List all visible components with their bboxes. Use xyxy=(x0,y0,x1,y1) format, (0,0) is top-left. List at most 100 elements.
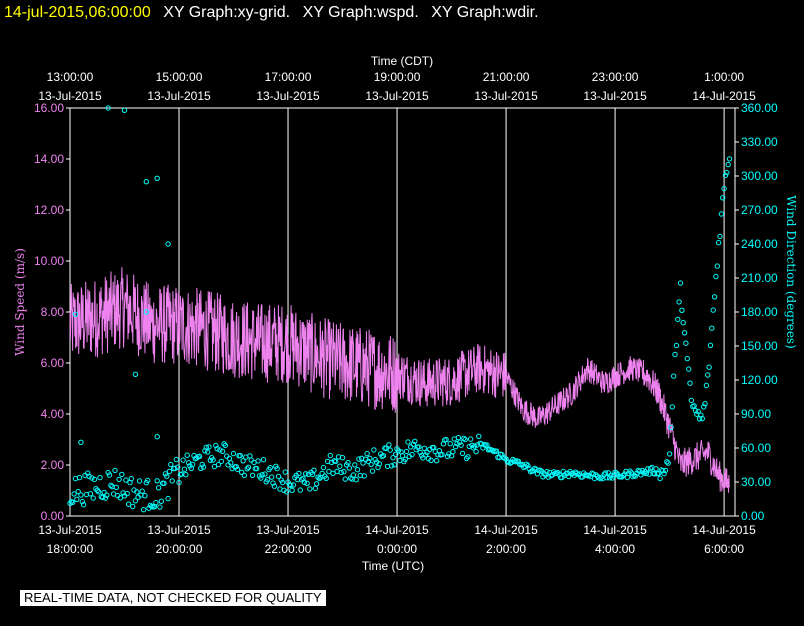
wind-direction-point xyxy=(661,470,667,477)
right-tick-label: 210.00 xyxy=(741,271,778,285)
wind-direction-point xyxy=(214,446,220,452)
wind-direction-point xyxy=(656,470,662,477)
wind-direction-layer xyxy=(67,105,733,513)
wind-direction-point xyxy=(128,476,135,482)
wind-direction-point xyxy=(681,330,688,336)
wind-direction-point xyxy=(258,475,264,481)
wind-direction-point xyxy=(613,470,620,476)
wind-direction-point xyxy=(90,495,96,501)
wind-direction-point xyxy=(172,465,178,472)
wind-direction-point xyxy=(544,468,550,475)
wind-direction-point xyxy=(154,478,160,484)
right-tick-label: 150.00 xyxy=(741,339,778,353)
wind-direction-point xyxy=(271,483,278,489)
wind-direction-point xyxy=(338,469,344,476)
wind-direction-point xyxy=(417,449,423,456)
wind-direction-point xyxy=(467,436,474,442)
wind-direction-point xyxy=(311,467,317,473)
wind-direction-point xyxy=(275,473,282,480)
graph-title-wdir: XY Graph:wdir. xyxy=(431,4,539,21)
wind-direction-point xyxy=(71,491,77,497)
wind-direction-point xyxy=(423,452,429,458)
wind-direction-point xyxy=(323,475,329,481)
wind-direction-point xyxy=(104,492,110,498)
wind-direction-point xyxy=(299,477,305,483)
wind-direction-point xyxy=(319,470,325,477)
wind-direction-point xyxy=(76,474,83,481)
graph-title-grid: XY Graph:xy-grid. xyxy=(163,4,291,21)
wind-direction-point xyxy=(356,456,362,462)
wind-direction-point xyxy=(290,482,297,488)
wind-direction-point xyxy=(721,185,727,192)
left-tick-label: 12.00 xyxy=(34,203,64,217)
wind-direction-point xyxy=(672,351,678,358)
wind-direction-point xyxy=(368,461,374,468)
wind-direction-point xyxy=(168,461,174,468)
tick-layer: 13-Jul-2015 18:00:00 13:00:00 13-Jul-2015 13… xyxy=(34,70,778,556)
right-tick-label: 180.00 xyxy=(741,305,778,319)
top-tick-time: 19:00:00 xyxy=(374,70,421,84)
wind-direction-point xyxy=(499,452,505,458)
wind-direction-point xyxy=(421,445,427,451)
wind-direction-point xyxy=(228,460,234,466)
wind-direction-point xyxy=(699,415,705,422)
wind-direction-point xyxy=(376,461,382,467)
wind-direction-point xyxy=(130,503,136,510)
wind-direction-point xyxy=(288,482,294,488)
wind-direction-point xyxy=(525,462,531,469)
wind-direction-point xyxy=(296,470,302,477)
wind-direction-point xyxy=(412,438,418,444)
wind-direction-point xyxy=(164,473,170,479)
wind-direction-point xyxy=(720,195,726,201)
wind-direction-point xyxy=(157,504,163,510)
wind-direction-point xyxy=(593,472,599,478)
wind-direction-point xyxy=(316,475,323,482)
wind-direction-point xyxy=(79,498,86,505)
wind-direction-point xyxy=(245,464,252,470)
wind-direction-point xyxy=(402,456,408,462)
wind-direction-point xyxy=(284,489,290,495)
wind-direction-point xyxy=(675,316,681,323)
wind-direction-point xyxy=(372,456,378,463)
wind-direction-point xyxy=(706,364,712,370)
wind-direction-point xyxy=(469,442,475,448)
wind-direction-point xyxy=(70,499,76,506)
wind-direction-point xyxy=(139,488,145,494)
bottom-tick-date: 14-Jul-2015 xyxy=(365,523,429,537)
wind-direction-point xyxy=(403,448,410,455)
left-tick-label: 14.00 xyxy=(34,152,64,166)
right-tick-label: 60.00 xyxy=(741,441,771,455)
left-axis-title: Wind Speed (m/s) xyxy=(13,248,27,356)
wind-direction-point xyxy=(350,472,357,478)
wind-direction-point xyxy=(341,468,347,475)
wind-direction-point xyxy=(196,453,203,459)
wind-direction-point xyxy=(369,468,376,474)
wind-direction-point xyxy=(145,477,151,484)
wind-direction-point xyxy=(493,448,500,454)
wind-direction-point xyxy=(74,496,80,502)
wind-direction-point xyxy=(428,457,434,463)
wind-direction-point xyxy=(643,470,650,477)
bottom-tick-date: 13-Jul-2015 xyxy=(147,523,211,537)
wind-direction-point xyxy=(597,476,603,482)
wind-direction-point xyxy=(72,311,79,317)
wind-direction-point xyxy=(346,465,353,471)
wind-direction-point xyxy=(484,442,490,448)
wind-direction-point xyxy=(574,470,580,477)
wind-direction-point xyxy=(244,466,250,472)
chart-header: 14-jul-2015,06:00:00 XY Graph:xy-grid. X… xyxy=(4,4,547,22)
wind-direction-point xyxy=(119,471,125,478)
wind-direction-point xyxy=(687,380,693,386)
left-tick-label: 2.00 xyxy=(41,458,65,472)
wind-direction-point xyxy=(393,451,399,457)
wind-direction-point xyxy=(668,424,674,431)
wind-direction-point xyxy=(605,470,611,476)
wind-direction-point xyxy=(313,481,320,487)
wind-direction-point xyxy=(203,444,210,450)
wind-direction-point xyxy=(703,382,710,389)
wind-direction-point xyxy=(452,444,459,450)
wind-direction-point xyxy=(722,172,729,179)
wind-direction-point xyxy=(459,450,466,457)
wind-direction-point xyxy=(391,462,397,468)
